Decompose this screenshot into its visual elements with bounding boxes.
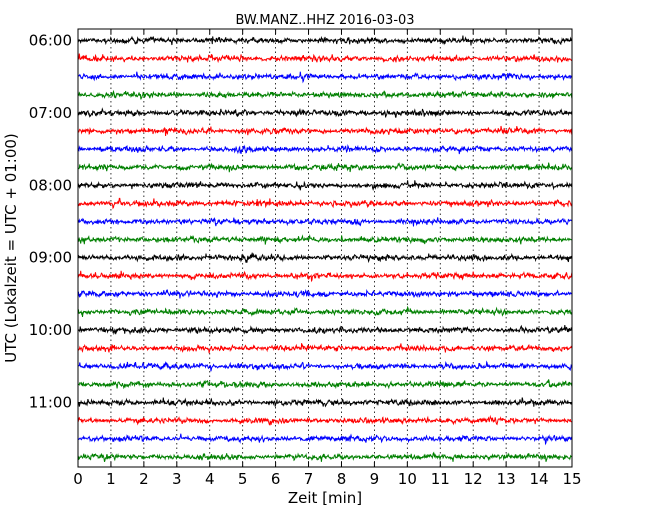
- x-tick-label: 1: [106, 470, 116, 488]
- trace-1000: [77, 324, 573, 336]
- trace-0800: [77, 180, 573, 192]
- trace-0945: [77, 305, 573, 318]
- y-axis-label: UTC (Lokalzeit = UTC + 01:00): [2, 133, 20, 363]
- y-tick-label: 11:00: [29, 394, 72, 412]
- trace-1115: [77, 414, 573, 426]
- x-tick-label: 9: [370, 470, 380, 488]
- y-tick-label: 07:00: [29, 104, 72, 122]
- x-tick-label: 8: [337, 470, 347, 488]
- x-tick-label: 14: [530, 470, 549, 488]
- x-tick-label: 3: [172, 470, 182, 488]
- y-tick-label: 08:00: [29, 176, 72, 194]
- trace-0730: [77, 144, 573, 155]
- chart-title: BW.MANZ..HHZ 2016-03-03: [235, 13, 414, 28]
- x-tick-label: 11: [431, 470, 450, 488]
- trace-0645: [77, 89, 573, 100]
- x-axis-label: Zeit [min]: [288, 489, 362, 507]
- x-tick-label: 0: [73, 470, 83, 488]
- trace-0615: [77, 53, 573, 64]
- trace-0715: [77, 125, 573, 137]
- trace-0830: [77, 217, 573, 227]
- y-tick-label: 06:00: [29, 32, 72, 50]
- x-axis: 0 1 2 3 4 5 6 7 8 9 10 11 12 13 14 15: [73, 29, 582, 488]
- x-tick-label: 13: [497, 470, 516, 488]
- trace-0915: [77, 270, 573, 283]
- trace-0600: [77, 35, 573, 46]
- trace-1130: [77, 433, 573, 446]
- trace-0900: [77, 252, 573, 264]
- y-tick-label: 09:00: [29, 249, 72, 267]
- x-tick-label: 7: [304, 470, 314, 488]
- y-axis: 06:00 07:00 08:00 09:00 10:00 11:00: [29, 32, 572, 412]
- trace-0815: [77, 197, 573, 210]
- trace-0700: [77, 107, 573, 118]
- trace-1100: [77, 397, 573, 408]
- x-tick-label: 10: [398, 470, 417, 488]
- plot-frame: [77, 28, 573, 468]
- x-tick-label: 5: [238, 470, 248, 488]
- x-tick-label: 4: [205, 470, 215, 488]
- trace-0845: [77, 233, 573, 245]
- trace-1030: [77, 360, 573, 372]
- trace-0930: [77, 288, 573, 299]
- trace-1015: [77, 343, 573, 354]
- x-tick-label: 15: [562, 470, 581, 488]
- trace-0630: [77, 71, 573, 84]
- traces: [77, 35, 573, 462]
- trace-1045: [78, 379, 573, 390]
- y-tick-label: 10:00: [29, 321, 72, 339]
- grid: [110, 29, 540, 467]
- x-tick-label: 12: [464, 470, 483, 488]
- trace-1145: [77, 451, 573, 462]
- x-tick-label: 6: [271, 470, 281, 488]
- trace-0745: [77, 162, 573, 173]
- x-tick-label: 2: [139, 470, 149, 488]
